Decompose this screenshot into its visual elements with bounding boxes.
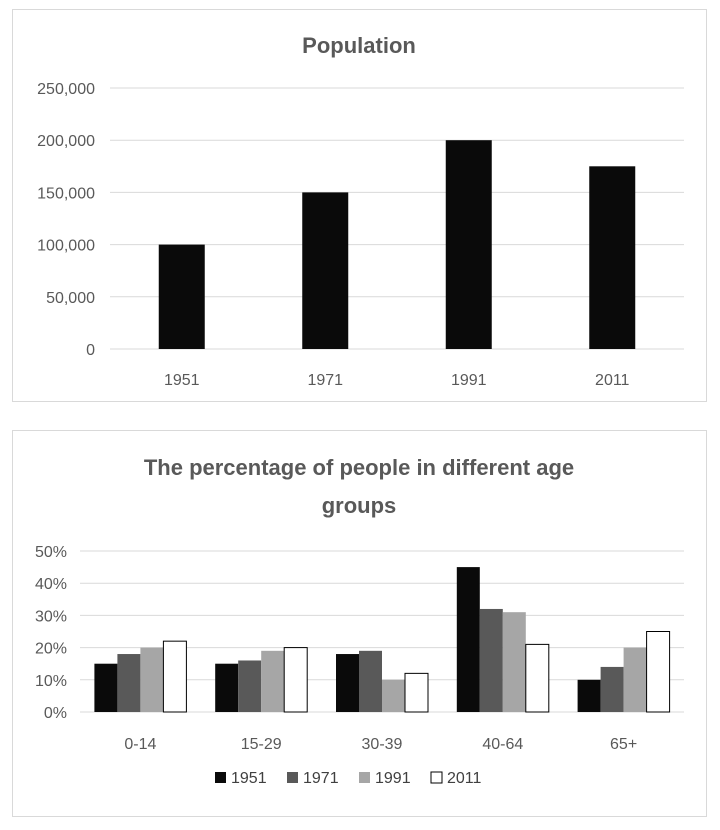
- y-tick-label: 50%: [35, 544, 67, 561]
- age-groups-chart-panel: The percentage of people in different ag…: [12, 430, 707, 817]
- bar-30-39-1971: [359, 650, 382, 712]
- bar-15-29-1951: [215, 663, 239, 712]
- legend-label: 2011: [447, 770, 482, 787]
- legend-swatch-1991: [359, 772, 370, 783]
- legend-label: 1951: [231, 770, 267, 787]
- bar-30-39-1991: [382, 679, 405, 712]
- age-groups-chart-title-line-2: groups: [322, 493, 397, 518]
- bar-0-14-1951: [94, 663, 118, 712]
- bar-30-39-2011: [404, 672, 429, 713]
- y-tick-label: 50,000: [46, 290, 95, 307]
- y-tick-label: 40%: [35, 576, 67, 593]
- legend-label: 1971: [303, 770, 339, 787]
- x-tick-label: 0-14: [124, 736, 156, 753]
- population-chart: Population 0 50,000 100,000 150,000 200,000 2…: [37, 33, 684, 389]
- bar-40-64-1951: [456, 567, 480, 712]
- y-tick-label: 0%: [44, 705, 67, 722]
- legend-label: 1991: [375, 770, 411, 787]
- x-tick-label: 65+: [610, 736, 637, 753]
- x-tick-label: 40-64: [482, 736, 523, 753]
- age-groups-chart: The percentage of people in different ag…: [35, 455, 684, 787]
- bar-65+-1971: [600, 666, 624, 712]
- y-tick-label: 150,000: [37, 185, 95, 202]
- bar-1951: [158, 244, 205, 349]
- bar-0-14-2011: [162, 640, 187, 713]
- bar-15-29-1971: [238, 660, 262, 712]
- population-chart-panel: Population 0 50,000 100,000 150,000 200,000 2…: [12, 9, 707, 402]
- x-tick-label: 1951: [164, 372, 200, 389]
- bar-65+-1991: [623, 647, 647, 712]
- bar-0-14-1971: [117, 654, 141, 712]
- x-tick-label: 2011: [595, 372, 630, 389]
- bar-40-64-2011: [525, 643, 550, 713]
- x-tick-label: 15-29: [241, 736, 282, 753]
- age-groups-chart-title-line-1: The percentage of people in different ag…: [144, 455, 574, 480]
- bar-40-64-1991: [502, 612, 526, 712]
- y-tick-label: 200,000: [37, 133, 95, 150]
- y-tick-label: 250,000: [37, 81, 95, 98]
- bar-2011: [589, 166, 636, 349]
- bar-65+-1951: [577, 679, 601, 712]
- bar-0-14-1991: [140, 647, 164, 712]
- y-tick-label: 100,000: [37, 238, 95, 255]
- x-tick-label: 30-39: [362, 736, 403, 753]
- bar-40-64-1971: [479, 608, 503, 712]
- bar-30-39-1951: [336, 654, 359, 712]
- bar-15-29-2011: [283, 647, 308, 713]
- legend-swatch-1971: [287, 772, 298, 783]
- bar-1971: [302, 192, 349, 349]
- legend-swatch-1951: [215, 772, 226, 783]
- legend-swatch-2011: [430, 771, 443, 784]
- x-tick-label: 1971: [307, 372, 343, 389]
- bar-1991: [445, 140, 492, 349]
- y-tick-label: 30%: [35, 608, 67, 625]
- y-tick-label: 10%: [35, 673, 67, 690]
- y-tick-label: 0: [86, 342, 95, 359]
- bar-15-29-1991: [261, 650, 285, 712]
- population-chart-title: Population: [302, 33, 416, 58]
- x-tick-label: 1991: [451, 372, 487, 389]
- bar-65+-2011: [646, 631, 671, 713]
- y-tick-label: 20%: [35, 641, 67, 658]
